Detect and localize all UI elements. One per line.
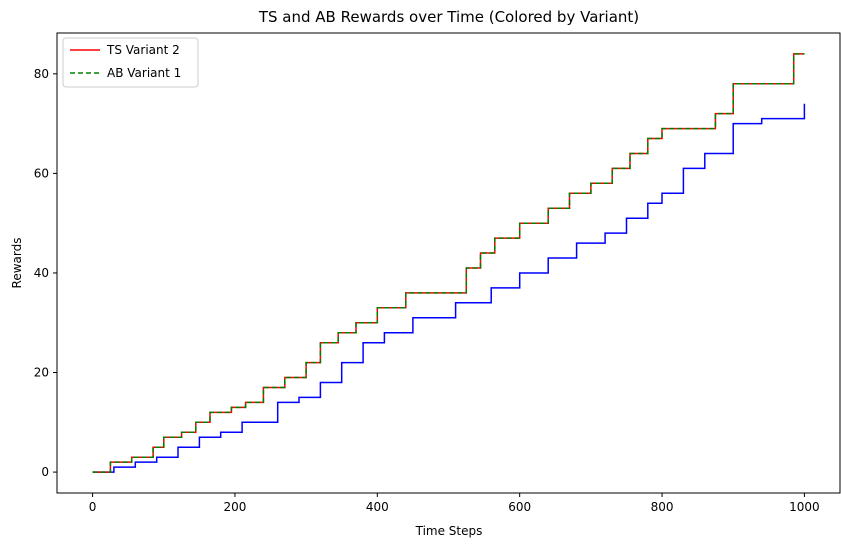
chart-title: TS and AB Rewards over Time (Colored by … [258, 8, 639, 26]
y-tick-label: 0 [41, 465, 49, 479]
legend-label-ts-variant-2: TS Variant 2 [106, 43, 180, 57]
y-tick-label: 20 [34, 366, 49, 380]
legend-label-ab-variant-1: AB Variant 1 [107, 66, 181, 80]
x-tick-label: 1000 [789, 500, 820, 514]
x-tick-label: 800 [651, 500, 674, 514]
series-layer [92, 53, 806, 473]
x-tick-label: 400 [366, 500, 389, 514]
y-axis-label: Rewards [10, 238, 24, 289]
x-tick-label: 200 [224, 500, 247, 514]
ticks-layer: 0 200 400 600 800 1000 0 20 40 60 80 [34, 67, 820, 514]
y-tick-label: 60 [34, 166, 49, 180]
x-tick-label: 600 [508, 500, 531, 514]
x-axis-label: Time Steps [415, 524, 483, 538]
series-line-ab-variant-1-1 [92, 53, 805, 473]
series-line-unlabeled-2 [92, 103, 806, 473]
y-tick-label: 80 [34, 67, 49, 81]
plot-frame [56, 32, 841, 494]
x-tick-label: 0 [89, 500, 97, 514]
y-tick-label: 40 [34, 266, 49, 280]
legend: TS Variant 2 AB Variant 1 [62, 37, 199, 88]
